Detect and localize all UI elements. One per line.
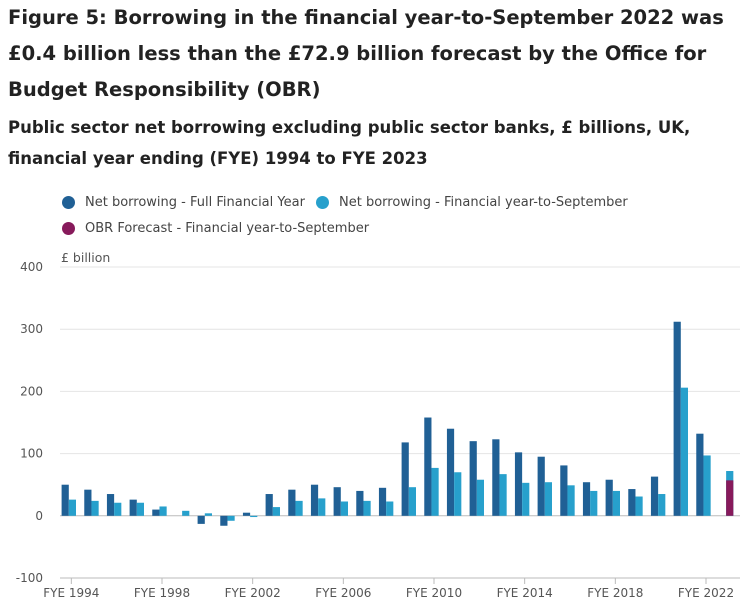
bar-full-year: [560, 465, 568, 516]
chart-title: Figure 5: Borrowing in the financial yea…: [8, 6, 724, 101]
x-tick-label: FYE 2014: [497, 586, 553, 600]
legend-item-year-to-september[interactable]: Net borrowing - Financial year-to-Septem…: [316, 195, 628, 210]
chart-legend: Net borrowing - Full Financial Year Net …: [60, 193, 750, 243]
y-tick-label: 400: [20, 260, 43, 274]
bar-year-to-september: [318, 498, 326, 516]
bar-year-to-september: [136, 502, 144, 516]
bar-full-year: [106, 494, 115, 516]
bar-year-to-september: [204, 513, 212, 516]
bar-full-year: [310, 484, 319, 516]
bar-year-to-september: [499, 474, 507, 516]
legend-label-year-to-september: Net borrowing - Financial year-to-Septem…: [339, 195, 628, 210]
bar-full-year: [537, 456, 545, 516]
bar-year-to-september: [68, 499, 76, 516]
bar-full-year: [288, 489, 296, 516]
bar-year-to-september: [386, 501, 394, 516]
bar-full-year: [469, 441, 477, 516]
y-tick-label: 0: [35, 509, 43, 523]
x-tick-label: FYE 1998: [134, 586, 190, 600]
x-tick-label: FYE 2002: [225, 586, 281, 600]
bar-year-to-september: [159, 506, 167, 516]
bar-year-to-september: [635, 496, 643, 516]
bar-year-to-september: [363, 500, 371, 516]
bar-year-to-september: [476, 479, 484, 516]
bar-year-to-september: [590, 490, 598, 516]
x-tick-label: FYE 1994: [43, 586, 99, 600]
bar-year-to-september: [612, 490, 620, 516]
bar-full-year: [84, 489, 92, 516]
x-tick-label: FYE 2018: [587, 586, 643, 600]
x-tick-label: FYE 2006: [315, 586, 371, 600]
bar-full-year: [514, 452, 523, 516]
y-tick-label: 300: [20, 322, 43, 336]
bar-full-year: [582, 482, 591, 516]
x-tick-label: FYE 2022: [678, 586, 734, 600]
bar-full-year: [61, 484, 69, 516]
bar-full-year: [650, 476, 659, 516]
bar-year-to-september: [454, 472, 462, 516]
bar-year-to-september: [250, 515, 258, 518]
bar-year-to-september: [295, 500, 303, 516]
bar-year-to-september: [227, 515, 235, 521]
y-axis-label: £ billion: [61, 250, 110, 265]
bar-year-to-september: [658, 494, 666, 516]
y-tick-label: 200: [20, 384, 43, 398]
bar-full-year: [333, 487, 341, 516]
bar-year-to-september: [114, 502, 122, 516]
bar-year-to-september: [703, 455, 711, 516]
legend-label-full-year: Net borrowing - Full Financial Year: [85, 195, 305, 210]
bar-year-to-september: [182, 510, 190, 516]
bar-full-year: [265, 494, 273, 516]
chart-subtitle: Public sector net borrowing excluding pu…: [8, 118, 691, 168]
bar-full-year: [696, 433, 704, 516]
bar-full-year: [628, 489, 636, 516]
legend-label-obr-forecast: OBR Forecast - Financial year-to-Septemb…: [85, 221, 370, 236]
bar-year-to-september: [431, 467, 439, 516]
y-tick-label: 100: [20, 447, 43, 461]
x-tick-label: FYE 2010: [406, 586, 462, 600]
bar-full-year: [446, 428, 455, 516]
bar-year-to-september: [91, 500, 99, 516]
y-tick-label: -100: [16, 571, 43, 585]
bar-obr-forecast: [726, 480, 734, 516]
bar-year-to-september: [408, 487, 416, 516]
bar-full-year: [378, 487, 387, 516]
legend-swatch-full-year: [62, 196, 75, 209]
bar-chart: -100 0 100 200 300 400 £ billion FYE 1994 FYE 19…: [16, 250, 740, 600]
bar-full-year: [129, 499, 137, 516]
bar-full-year: [220, 515, 228, 526]
bar-full-year: [152, 509, 160, 516]
bar-full-year: [401, 442, 409, 516]
legend-swatch-year-to-september: [316, 196, 329, 209]
bar-full-year: [197, 515, 205, 524]
bar-full-year: [242, 512, 251, 516]
bar-full-year: [492, 439, 500, 516]
bar-year-to-september: [272, 507, 280, 516]
bar-full-year: [356, 490, 364, 516]
bar-full-year: [424, 417, 432, 516]
bar-year-to-september: [567, 485, 575, 516]
legend-item-full-year[interactable]: Net borrowing - Full Financial Year: [62, 195, 305, 210]
bar-full-year: [605, 479, 613, 516]
bar-year-to-september: [340, 501, 348, 516]
bar-full-year: [673, 321, 681, 516]
bar-year-to-september: [680, 387, 688, 516]
legend-item-obr-forecast[interactable]: OBR Forecast - Financial year-to-Septemb…: [62, 221, 369, 236]
bar-year-to-september: [544, 482, 552, 516]
bar-year-to-september: [522, 482, 530, 516]
legend-swatch-obr-forecast: [62, 222, 75, 235]
